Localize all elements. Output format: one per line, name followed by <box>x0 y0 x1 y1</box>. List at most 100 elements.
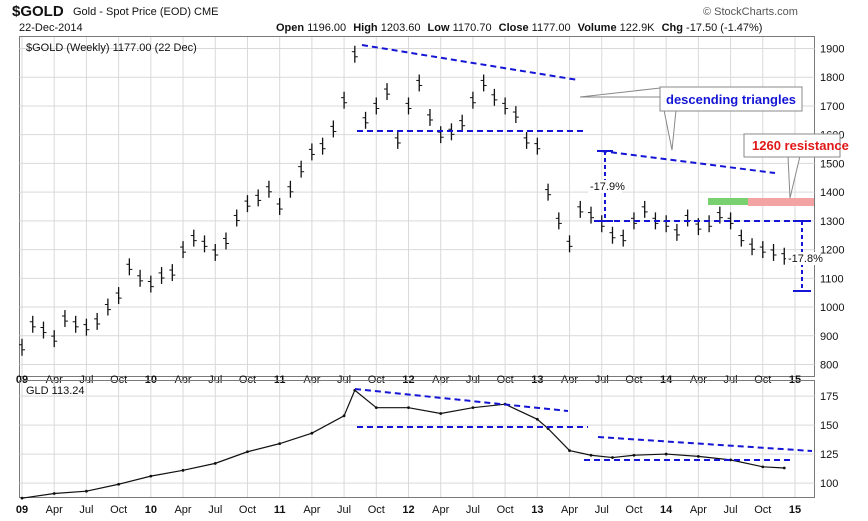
main-gridlines <box>19 37 815 376</box>
y-tick-label: 1800 <box>820 72 844 84</box>
x-tick-label: Jul <box>595 504 609 516</box>
pct-bg-1 <box>588 180 622 193</box>
descending-triangles-callout <box>659 86 803 112</box>
gld-y-tick-labels: 100 125 150 175 <box>820 391 838 490</box>
gld-point <box>278 442 282 446</box>
gld-point <box>439 412 443 415</box>
y-tick-label: 1400 <box>820 187 844 199</box>
chg-value: -17.50 (-1.47%) <box>686 22 763 34</box>
gld-point <box>761 465 765 469</box>
gld-panel: 09 Apr Jul Oct 10 Apr Jul Oct 11 Apr Jul Oct 12 Apr Ju… <box>16 380 838 516</box>
gld-point <box>696 455 700 458</box>
volume-value: 122.9K <box>619 22 655 34</box>
x-tick-label: Jul <box>337 504 351 516</box>
x-tick-label: 15 <box>789 504 801 516</box>
volume-label: Volume <box>577 22 617 34</box>
x-tick-label: Apr <box>432 504 449 516</box>
low-value: 1170.70 <box>452 22 492 34</box>
pct-bg-2 <box>786 252 820 265</box>
x-tick-label: Jul <box>208 504 222 516</box>
high-value: 1203.60 <box>380 22 421 34</box>
y-tick-label: 175 <box>820 391 838 403</box>
open-value: 1196.00 <box>307 22 347 34</box>
main-panel-frame <box>19 36 815 377</box>
x-tick-label: 09 <box>16 504 28 516</box>
y-tick-label: 800 <box>820 360 838 372</box>
x-tick-label: Oct <box>239 504 256 516</box>
x-tick-label: 12 <box>402 504 414 516</box>
y-tick-label: 900 <box>820 331 838 343</box>
symbol-description: Gold - Spot Price (EOD) CME <box>73 6 219 18</box>
gld-point <box>52 492 56 495</box>
x-tick-label: Oct <box>497 504 514 516</box>
gld-point <box>117 482 121 486</box>
y-tick-label: 1500 <box>820 158 844 170</box>
y-tick-label: 150 <box>820 420 838 432</box>
upper-trendline-1 <box>361 44 579 81</box>
gld-point <box>611 456 614 459</box>
x-tick-label: Oct <box>110 504 127 516</box>
gld-upper-trendline-1 <box>354 388 569 412</box>
x-tick-label: Apr <box>174 504 191 516</box>
gld-point <box>213 461 217 465</box>
y-tick-label: 1200 <box>820 245 844 257</box>
stockcharts-credit[interactable]: © StockCharts.com <box>703 6 798 18</box>
gld-point <box>149 474 153 478</box>
main-legend: $GOLD (Weekly) 1177.00 (22 Dec) <box>26 42 197 54</box>
open-label: Open <box>276 22 305 34</box>
symbol-title: $GOLD <box>12 3 64 20</box>
close-label: Close <box>498 22 529 34</box>
gld-point <box>310 431 314 435</box>
y-tick-label: 125 <box>820 449 838 461</box>
gld-point <box>181 468 185 472</box>
gld-point <box>589 453 593 457</box>
gld-point <box>782 466 786 470</box>
resistance-label: 1260 resistance <box>752 138 849 153</box>
gld-gridlines <box>19 381 815 497</box>
gld-point <box>568 449 571 452</box>
resistance-zone <box>748 198 814 206</box>
x-tick-label: Jul <box>724 504 738 516</box>
gld-point <box>535 417 539 421</box>
y-tick-label: 1100 <box>820 273 844 285</box>
x-tick-label: 14 <box>660 504 673 516</box>
main-y-tick-labels: 8009001000110012001300140015001600170018… <box>820 43 844 371</box>
gld-upper-trendline-2 <box>597 436 813 452</box>
chart-date: 22-Dec-2014 <box>19 22 83 34</box>
support-zone <box>708 198 752 205</box>
x-tick-label: Jul <box>466 504 480 516</box>
gld-series-line <box>21 389 785 499</box>
y-tick-label: 100 <box>820 478 838 490</box>
main-price-panel: 09 Apr Jul Oct 10 Apr Jul Oct 11 Apr Jul Oct 12 Apr Ju… <box>16 36 849 386</box>
x-tick-label: Apr <box>690 504 707 516</box>
y-tick-label: 1300 <box>820 216 844 228</box>
x-tick-label: 11 <box>274 504 286 516</box>
x-tick-label: Oct <box>754 504 771 516</box>
gld-x-tick-labels: 09 Apr Jul Oct 10 Apr Jul Oct 11 Apr Jul Oct 12 Apr Ju… <box>16 504 801 516</box>
x-tick-label: Apr <box>561 504 578 516</box>
gld-point <box>407 406 410 410</box>
gld-legend: GLD 113.24 <box>26 385 85 397</box>
descending-triangles-label: descending triangles <box>666 92 796 107</box>
x-tick-label: Oct <box>368 504 385 516</box>
y-tick-label: 1900 <box>820 43 844 55</box>
y-tick-label: 1700 <box>820 101 844 113</box>
x-tick-label: 13 <box>531 504 543 516</box>
x-tick-label: Apr <box>303 504 320 516</box>
gld-point <box>20 496 24 500</box>
close-value: 1177.00 <box>531 22 571 34</box>
gld-point <box>664 452 668 456</box>
gld-point <box>632 453 636 457</box>
high-label: High <box>353 22 378 34</box>
chg-label: Chg <box>661 22 683 34</box>
gld-point <box>85 489 88 493</box>
x-tick-label: Apr <box>46 504 63 516</box>
y-tick-label: 1000 <box>820 302 844 314</box>
gld-panel-frame <box>19 380 815 498</box>
pct-label-1: -17.9% <box>590 181 625 193</box>
resistance-callout <box>743 133 841 158</box>
x-tick-label: Jul <box>79 504 93 516</box>
gld-point <box>471 406 475 410</box>
gld-point <box>342 414 346 418</box>
